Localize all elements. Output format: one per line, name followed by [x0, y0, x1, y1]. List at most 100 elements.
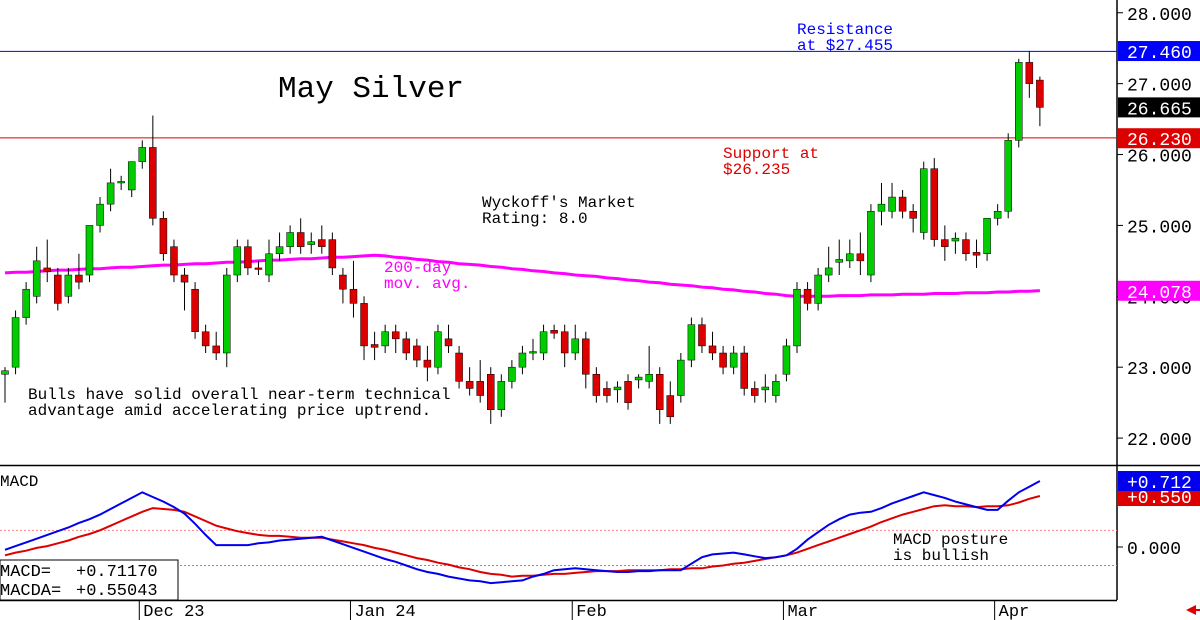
candle-body — [539, 331, 548, 354]
candle-body — [413, 345, 421, 361]
candle-body — [877, 203, 886, 212]
candle-body — [582, 338, 590, 375]
candle-body — [476, 381, 484, 396]
readout-value: +0.55043 — [76, 582, 158, 601]
price-flag-label: 27.460 — [1127, 44, 1192, 64]
candle-body — [349, 288, 358, 304]
candle-body — [983, 218, 991, 255]
candle-body — [835, 259, 843, 263]
candle-body — [402, 338, 411, 354]
candle-body — [296, 232, 305, 247]
candle-body — [655, 374, 664, 410]
candle-body — [339, 274, 347, 290]
candle-body — [286, 232, 294, 247]
x-tick-label: Feb — [576, 603, 607, 620]
candle-body — [307, 241, 315, 245]
candle-body — [909, 210, 917, 219]
candle-body — [645, 374, 653, 382]
candle-body — [793, 288, 801, 347]
x-tick-label: Apr — [999, 603, 1030, 620]
candle-body — [814, 274, 822, 304]
candle-body — [318, 239, 326, 247]
candle-body — [64, 274, 73, 297]
candle-body — [603, 388, 611, 396]
y-tick-label: 23.000 — [1127, 360, 1192, 380]
candle-body — [434, 331, 442, 368]
candle-body — [761, 386, 770, 391]
annotation: Wyckoff's Market — [482, 194, 636, 212]
price-flag-label: +0.550 — [1127, 489, 1192, 509]
x-tick-label: Mar — [787, 603, 818, 620]
candle-body — [941, 239, 949, 247]
candle-body — [149, 147, 157, 219]
candle-body — [898, 196, 907, 212]
candle-body — [846, 253, 854, 262]
candle-body — [867, 210, 875, 276]
candle-body — [360, 303, 368, 347]
annotation: is bullish — [893, 547, 989, 565]
candle-body — [254, 267, 263, 270]
candle-body — [972, 252, 981, 256]
panel-title: MACD — [0, 473, 38, 491]
y-tick-label: 26.000 — [1127, 148, 1192, 168]
candle-body — [719, 352, 727, 368]
candle-body — [782, 345, 791, 375]
candle-body — [740, 352, 748, 389]
price-flag — [1118, 97, 1200, 118]
candle-body — [951, 237, 960, 242]
indicator-line — [4, 480, 1041, 585]
candle-body — [159, 218, 168, 255]
candle-body — [508, 366, 516, 382]
candle-body — [803, 288, 812, 304]
annotation: Resistance — [797, 21, 893, 39]
candle-body — [1015, 62, 1023, 141]
candle-body — [391, 331, 400, 340]
candle-body — [613, 386, 622, 391]
candle-body — [677, 359, 685, 396]
candle-body — [624, 381, 632, 403]
annotation: Bulls have solid overall near-term techn… — [28, 386, 450, 404]
candle-body — [328, 239, 337, 269]
candle-body — [529, 351, 537, 354]
annotation: at $27.455 — [797, 37, 893, 55]
candle-body — [1025, 62, 1034, 84]
price-flag — [1118, 486, 1200, 507]
chart-title: May Silver — [278, 72, 464, 107]
candle-body — [687, 324, 696, 361]
price-flag — [1118, 280, 1200, 301]
price-flag-label: 26.230 — [1127, 131, 1192, 151]
annotation: mov. avg. — [384, 275, 470, 293]
candle-body — [930, 168, 939, 240]
candle-body — [487, 374, 495, 410]
candle-body — [32, 260, 41, 297]
candle-body — [592, 374, 601, 396]
candle-body — [518, 352, 527, 368]
candle-body — [1, 370, 9, 375]
candle-body — [708, 345, 717, 354]
candle-body — [180, 274, 189, 283]
candle-body — [191, 288, 199, 332]
candle-body — [170, 246, 178, 276]
readout-label: MACDA= — [0, 582, 61, 601]
annotation: $26.235 — [723, 161, 790, 179]
price-flag — [1118, 128, 1200, 149]
annotation: advantage amid accelerating price uptren… — [28, 402, 431, 420]
candle-body — [117, 181, 125, 184]
candle-body — [85, 225, 94, 276]
readout-value: +0.71170 — [76, 563, 158, 582]
annotation: Support at — [723, 145, 819, 163]
candle-body — [265, 253, 273, 276]
candle-body — [550, 330, 558, 334]
y-tick-label: 22.000 — [1127, 431, 1192, 451]
candle-body — [560, 331, 569, 354]
candle-body — [370, 344, 379, 348]
price-flag-label: 24.078 — [1127, 284, 1192, 304]
candle-body — [127, 161, 136, 191]
candle-body — [666, 395, 675, 418]
candle-body — [634, 376, 643, 381]
candle-body — [22, 288, 30, 318]
readout-box — [0, 559, 179, 601]
price-flag-label: 26.665 — [1127, 100, 1192, 120]
annotation: Rating: 8.0 — [482, 210, 588, 228]
